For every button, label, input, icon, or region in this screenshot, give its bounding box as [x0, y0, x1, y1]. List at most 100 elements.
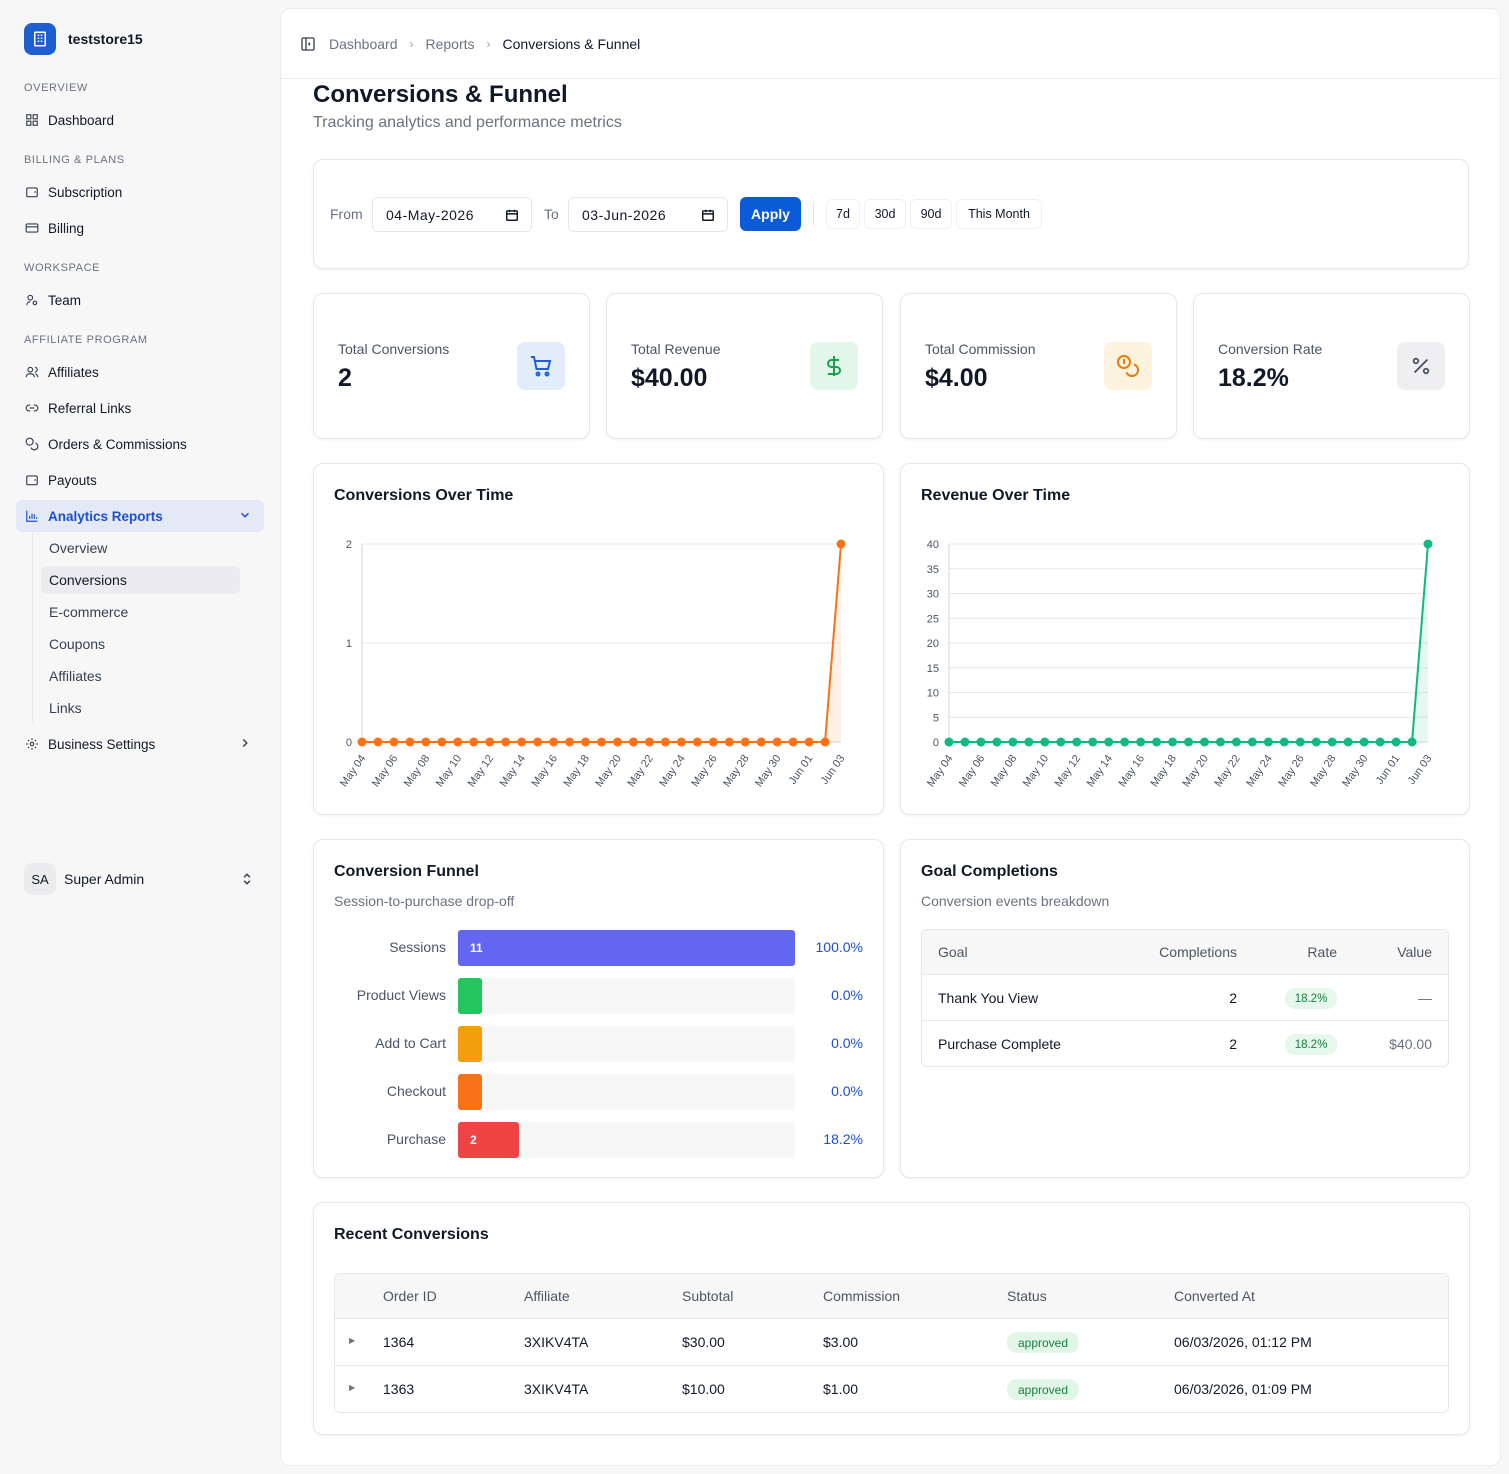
sidebar-item-label: Referral Links [48, 400, 132, 416]
data-point [581, 737, 591, 747]
sidebar-item-analytics-reports[interactable]: Analytics Reports [16, 500, 264, 532]
data-point [517, 737, 527, 747]
data-point [485, 737, 495, 747]
from-date-input[interactable]: 04-May-2026 [372, 197, 532, 232]
preset-this-month-button[interactable]: This Month [956, 199, 1042, 229]
sidebar-item-payouts[interactable]: Payouts [16, 464, 264, 496]
data-point [565, 737, 575, 747]
data-point [772, 737, 782, 747]
recent-conversions-table: Order ID Affiliate Subtotal Commission S… [334, 1273, 1449, 1413]
user-menu[interactable]: SA Super Admin [24, 862, 264, 896]
x-tick-label: May 20 [593, 753, 624, 789]
sub-item-overview[interactable]: Overview [49, 540, 108, 556]
calendar-icon[interactable] [701, 208, 715, 225]
col-status: Status [1007, 1288, 1047, 1304]
goal-completions-card: Goal Completions Conversion events break… [900, 839, 1470, 1178]
funnel-title: Conversion Funnel [334, 863, 479, 880]
goals-table: Goal Completions Rate Value Thank You Vi… [921, 929, 1449, 1067]
table-row[interactable]: ▶ 1364 3XIKV4TA $30.00 $3.00 approved 06… [335, 1319, 1448, 1366]
expand-row-icon[interactable]: ▶ [349, 1383, 356, 1392]
sub-item-affiliates[interactable]: Affiliates [49, 668, 102, 684]
breadcrumb-reports[interactable]: Reports [425, 35, 475, 52]
conversions-chart-card: Conversions Over Time 0 1 2 May 04 May 06 May… [313, 463, 884, 815]
order-id: 1363 [383, 1381, 415, 1397]
sub-item-conversions[interactable]: Conversions [41, 566, 240, 594]
data-point [1343, 737, 1353, 747]
data-point [1024, 737, 1034, 747]
sidebar: teststore15 OVERVIEW Dashboard BILLING &… [0, 0, 280, 1474]
stat-label: Total Revenue [631, 341, 721, 357]
x-tick-label: May 24 [1244, 753, 1275, 789]
y-tick-label: 30 [927, 589, 939, 601]
sidebar-item-label: Orders & Commissions [48, 436, 187, 452]
breadcrumb-dashboard[interactable]: Dashboard [329, 35, 398, 52]
sidebar-item-orders[interactable]: Orders & Commissions [16, 428, 264, 460]
funnel-track: 11 [458, 930, 795, 966]
data-point [469, 737, 479, 747]
calendar-icon[interactable] [505, 208, 519, 225]
brand[interactable]: teststore15 [24, 23, 143, 55]
data-point [1104, 737, 1114, 747]
x-tick-label: May 28 [721, 753, 752, 789]
funnel-step-label: Product Views [356, 987, 446, 1003]
data-point [692, 737, 702, 747]
data-point [357, 737, 367, 747]
subtotal: $30.00 [682, 1334, 725, 1350]
table-row[interactable]: Purchase Complete 2 18.2% $40.00 [922, 1021, 1448, 1066]
goal-name: Thank You View [938, 990, 1039, 1006]
sub-item-links[interactable]: Links [49, 700, 82, 716]
funnel-step-percent: 0.0% [831, 1083, 863, 1099]
x-tick-label: May 22 [625, 753, 656, 789]
funnel-step-percent: 0.0% [831, 987, 863, 1003]
data-point [1327, 737, 1337, 747]
status-badge: approved [1007, 1379, 1079, 1400]
sidebar-item-team[interactable]: Team [16, 284, 264, 316]
main-content: Dashboard › Reports › Conversions & Funn… [280, 8, 1501, 1466]
preset-90d-button[interactable]: 90d [910, 199, 952, 229]
recent-title: Recent Conversions [334, 1226, 489, 1243]
x-tick-label: May 12 [1053, 753, 1084, 789]
sidebar-item-referral-links[interactable]: Referral Links [16, 392, 264, 424]
sidebar-item-subscription[interactable]: Subscription [16, 176, 264, 208]
dollar-icon [810, 342, 858, 390]
divider [813, 202, 814, 226]
from-label: From [330, 206, 363, 222]
data-point [1231, 737, 1241, 747]
data-point [405, 737, 415, 747]
data-point [740, 737, 750, 747]
apply-button[interactable]: Apply [740, 197, 801, 231]
stat-value: $40.00 [631, 364, 708, 392]
chevron-right-icon: › [409, 36, 414, 51]
status-badge: approved [1007, 1332, 1079, 1353]
x-tick-label: May 26 [1276, 753, 1307, 789]
table-row[interactable]: ▶ 1363 3XIKV4TA $10.00 $1.00 approved 06… [335, 1366, 1448, 1412]
gear-icon [24, 736, 40, 752]
sub-item-coupons[interactable]: Coupons [49, 636, 106, 652]
table-row[interactable]: Thank You View 2 18.2% — [922, 975, 1448, 1021]
from-date-value: 04-May-2026 [386, 206, 474, 223]
sidebar-toggle-icon[interactable] [299, 35, 317, 53]
data-point [1311, 737, 1321, 747]
sidebar-item-affiliates[interactable]: Affiliates [16, 356, 264, 388]
data-point [1423, 539, 1433, 549]
col-subtotal: Subtotal [682, 1288, 734, 1304]
sub-item-ecommerce[interactable]: E-commerce [49, 604, 129, 620]
y-tick-label: 25 [927, 613, 939, 625]
to-date-input[interactable]: 03-Jun-2026 [568, 197, 728, 232]
funnel-track [458, 1074, 795, 1110]
preset-30d-button[interactable]: 30d [864, 199, 906, 229]
expand-row-icon[interactable]: ▶ [349, 1336, 356, 1345]
sidebar-item-business-settings[interactable]: Business Settings [16, 728, 264, 760]
sidebar-item-label: Affiliates [48, 364, 99, 380]
sidebar-item-dashboard[interactable]: Dashboard [16, 104, 264, 136]
section-workspace: WORKSPACE [24, 262, 101, 274]
affiliate-code: 3XIKV4TA [524, 1334, 589, 1350]
x-tick-label: May 16 [1117, 753, 1148, 789]
funnel-track [458, 978, 795, 1014]
topbar: Dashboard › Reports › Conversions & Funn… [281, 9, 1500, 79]
col-commission: Commission [823, 1288, 901, 1304]
preset-7d-button[interactable]: 7d [826, 199, 860, 229]
sidebar-item-billing[interactable]: Billing [16, 212, 264, 244]
goals-title: Goal Completions [921, 863, 1058, 880]
